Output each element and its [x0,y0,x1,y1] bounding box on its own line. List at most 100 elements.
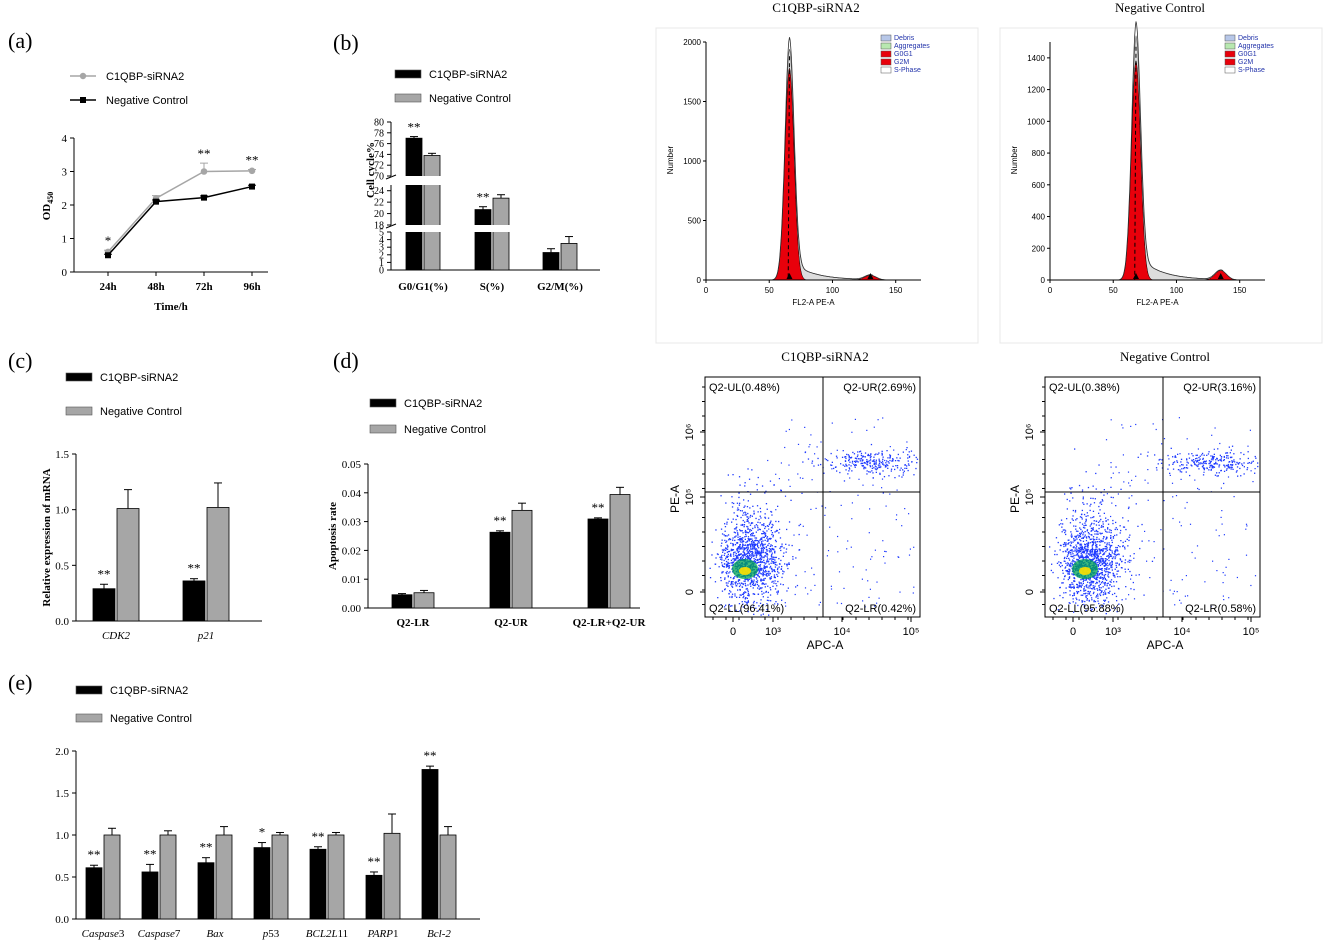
event-dot [861,460,863,462]
event-dot [749,516,751,518]
event-dot [1110,566,1112,568]
event-dot [1231,456,1233,458]
x-tick-label: 100 [1170,286,1184,295]
event-dot [1113,575,1115,577]
event-dot [1081,546,1083,548]
event-dot [1067,578,1069,581]
event-dot [744,521,746,523]
event-dot [1191,465,1193,467]
event-dot [751,548,754,550]
x-tick-label: BCL2L11 [306,928,348,940]
event-dot [749,514,752,517]
event-dot [746,550,748,552]
event-dot [741,524,744,526]
event-dot [770,562,772,564]
event-dot [906,447,908,449]
event-dot [1115,564,1117,567]
event-dot [1107,528,1109,530]
x-tick-label: 10⁵ [903,626,920,638]
event-dot [1257,462,1259,464]
event-dot [1173,461,1176,463]
event-dot [856,458,858,460]
histogram-cc2: Negative Control020040060080010001200140… [999,0,1323,344]
event-dot [868,532,870,534]
event-dot [780,559,782,562]
event-dot [903,470,905,472]
event-dot [1095,472,1097,475]
event-dot [1089,538,1091,541]
event-dot [1080,546,1082,548]
legend-label: Debris [894,35,915,42]
legend-label: C1QBP-siRNA2 [106,71,184,83]
event-dot [744,514,746,516]
event-dot [1107,555,1109,557]
event-dot [880,462,883,464]
event-dot [1130,425,1132,427]
event-dot [1100,533,1102,535]
legend-swatch [394,69,422,79]
significance-mark: ** [477,190,490,205]
x-axis-label: APC-A [1147,638,1184,652]
event-dot [1223,482,1225,485]
event-dot [763,559,765,561]
event-dot [1249,429,1251,431]
event-dot [769,565,772,568]
event-dot [745,588,747,590]
event-dot [1083,503,1085,505]
event-dot [1094,538,1096,541]
event-dot [770,511,773,513]
event-dot [776,569,779,571]
event-dot [859,458,861,460]
event-dot [724,552,726,555]
y-tick-label: 1.5 [55,788,69,800]
event-dot [1208,451,1210,453]
event-dot [1235,463,1237,466]
event-dot [1090,594,1092,597]
event-dot [869,457,872,459]
significance-mark: ** [88,847,101,862]
event-dot [749,493,752,495]
event-dot [770,576,773,578]
event-dot [732,562,734,564]
event-dot [1100,491,1102,494]
event-dot [724,523,726,525]
event-dot [893,449,895,451]
event-dot [739,553,741,555]
event-dot [721,533,724,535]
event-dot [881,478,884,480]
event-dot [1086,537,1088,539]
event-dot [1117,550,1119,552]
event-dot [857,461,859,463]
event-dot [773,558,775,560]
event-dot [770,577,772,580]
event-dot [766,508,768,510]
event-dot [771,545,773,547]
event-dot [1172,517,1174,520]
event-dot [1074,535,1076,538]
event-dot [1107,601,1110,603]
event-dot [856,455,859,458]
legend-label: C1QBP-siRNA2 [404,398,482,410]
event-dot [1160,529,1162,531]
event-dot [1107,568,1109,570]
event-dot [1105,593,1107,595]
event-dot [1104,542,1106,544]
event-dot [729,571,731,573]
event-dot [1186,464,1188,466]
event-dot [726,570,728,573]
event-dot [723,548,725,551]
x-tick-label: 10³ [765,626,781,638]
event-dot [753,560,756,562]
event-dot [1103,552,1106,554]
event-dot [1071,562,1073,565]
event-dot [795,574,797,577]
y-tick-label: 0 [684,589,696,595]
event-dot [786,590,788,592]
event-dot [753,579,755,581]
event-dot [746,520,748,522]
event-dot [846,453,848,456]
event-dot [762,533,764,535]
event-dot [728,565,730,567]
event-dot [737,533,739,535]
event-dot [861,465,863,467]
